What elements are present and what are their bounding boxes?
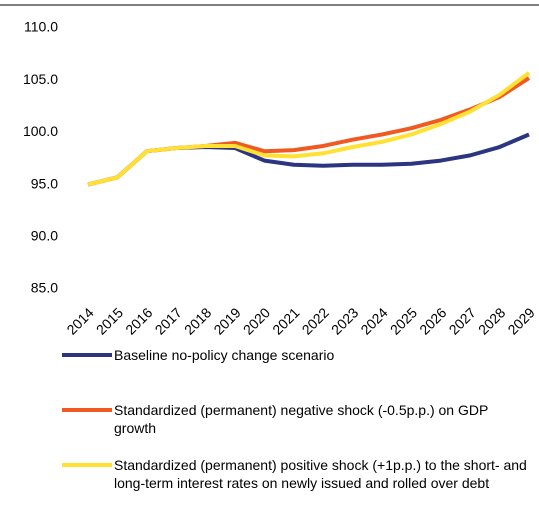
chart: 85.090.095.0100.0105.0110.02014201520162… bbox=[0, 4, 539, 338]
legend-swatch bbox=[62, 353, 112, 357]
x-tick-label: 2015 bbox=[93, 304, 126, 337]
x-tick-label: 2016 bbox=[122, 304, 155, 337]
x-tick-label: 2020 bbox=[240, 304, 273, 337]
x-tick-label: 2021 bbox=[269, 304, 302, 337]
x-tick-label: 2023 bbox=[328, 304, 361, 337]
legend-label: Standardized (permanent) positive shock … bbox=[114, 457, 527, 491]
legend-item: Standardized (permanent) positive shock … bbox=[62, 456, 532, 492]
x-tick-label: 2024 bbox=[357, 304, 390, 337]
x-tick-label: 2026 bbox=[416, 304, 449, 337]
legend-label: Standardized (permanent) negative shock … bbox=[114, 402, 489, 436]
x-tick-label: 2019 bbox=[210, 304, 243, 337]
legend-item: Standardized (permanent) negative shock … bbox=[62, 401, 532, 437]
x-tick-label: 2017 bbox=[152, 304, 185, 337]
legend-swatch bbox=[62, 463, 112, 467]
y-tick-label: 95.0 bbox=[31, 175, 58, 191]
y-tick-label: 110.0 bbox=[24, 19, 58, 35]
x-tick-label: 2029 bbox=[504, 304, 537, 337]
legend-swatch bbox=[62, 408, 112, 412]
series-line bbox=[87, 132, 530, 187]
y-tick-label: 100.0 bbox=[23, 123, 58, 139]
x-tick-label: 2025 bbox=[387, 304, 420, 337]
x-tick-label: 2014 bbox=[63, 304, 96, 337]
series-line bbox=[87, 71, 531, 187]
x-tick-label: 2027 bbox=[446, 304, 479, 337]
x-tick-label: 2028 bbox=[475, 304, 508, 337]
y-tick-label: 105.0 bbox=[23, 71, 58, 87]
y-tick-label: 90.0 bbox=[31, 228, 58, 244]
legend-item: Baseline no-policy change scenario bbox=[62, 346, 532, 364]
y-tick-label: 85.0 bbox=[31, 280, 58, 296]
legend-label: Baseline no-policy change scenario bbox=[114, 347, 335, 363]
x-tick-label: 2018 bbox=[181, 304, 214, 337]
series-line bbox=[87, 76, 531, 187]
x-tick-label: 2022 bbox=[299, 304, 332, 337]
